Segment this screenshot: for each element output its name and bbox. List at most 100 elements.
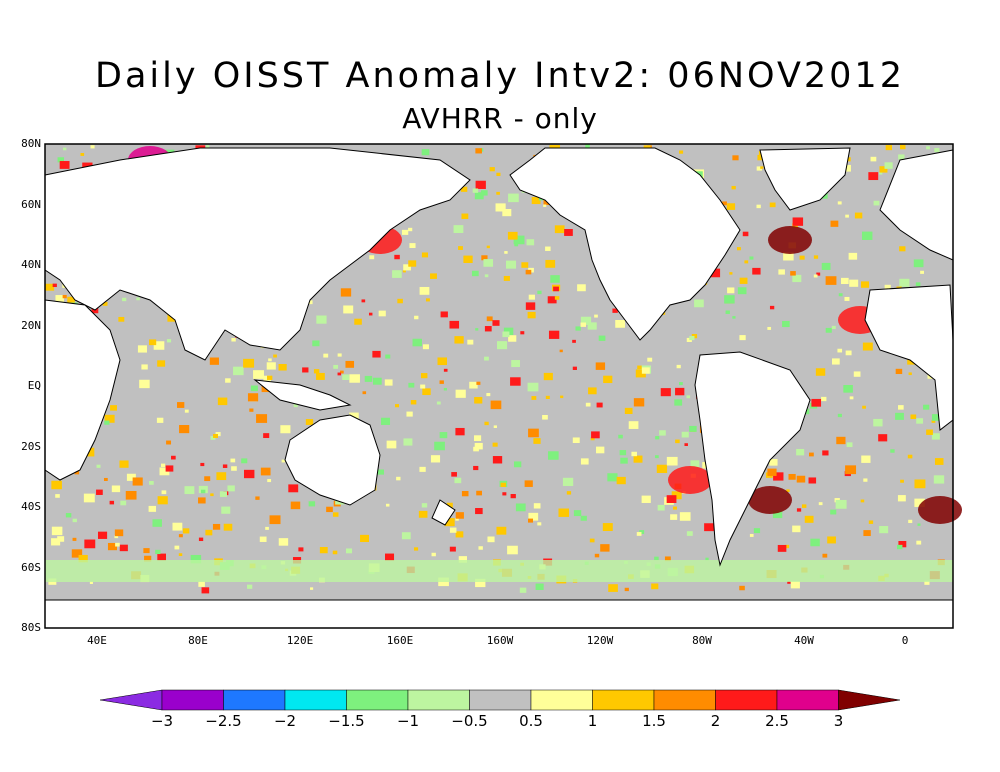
anomaly-cell bbox=[259, 536, 267, 542]
antarctica bbox=[44, 599, 954, 629]
anomaly-cell bbox=[96, 489, 103, 495]
anomaly-cell bbox=[587, 322, 597, 330]
anomaly-cell bbox=[686, 395, 691, 399]
anomaly-cell bbox=[573, 510, 582, 517]
anomaly-cell bbox=[171, 455, 176, 460]
anomaly-cell bbox=[598, 335, 606, 341]
anomaly-cell bbox=[57, 536, 65, 542]
anomaly-cell bbox=[524, 480, 533, 487]
anomaly-cell bbox=[502, 331, 510, 338]
anomaly-cell bbox=[664, 556, 671, 562]
anomaly-cell bbox=[52, 283, 57, 288]
anomaly-cell bbox=[790, 581, 800, 589]
anomaly-cell bbox=[385, 503, 390, 507]
anomaly-cell bbox=[231, 338, 236, 342]
colorbar-segment bbox=[530, 689, 593, 711]
anomaly-cell bbox=[620, 457, 628, 464]
anomaly-cell bbox=[769, 305, 775, 310]
anomaly-cell bbox=[624, 587, 629, 592]
anomaly-cell bbox=[739, 335, 746, 341]
anomaly-cell bbox=[210, 435, 216, 440]
anomaly-cell bbox=[349, 374, 360, 383]
anomaly-cell bbox=[689, 335, 695, 341]
anomaly-cell bbox=[790, 271, 796, 276]
colorbar-segment bbox=[653, 689, 716, 711]
anomaly-cell bbox=[316, 315, 327, 324]
anomaly-cell bbox=[884, 284, 891, 290]
anomaly-cell bbox=[899, 144, 906, 150]
anomaly-cell bbox=[439, 380, 444, 384]
anomaly-cell bbox=[788, 473, 796, 480]
anomaly-cell bbox=[931, 414, 941, 421]
anomaly-cell bbox=[340, 288, 352, 297]
anomaly-cell bbox=[896, 544, 903, 550]
anomaly-cell bbox=[879, 171, 883, 175]
anomaly-cell bbox=[178, 534, 183, 538]
anomaly-cell bbox=[443, 368, 448, 372]
anomaly-cell bbox=[137, 345, 147, 353]
anomaly-cell bbox=[831, 325, 836, 330]
anomaly-cell bbox=[838, 293, 843, 297]
anomaly-cell bbox=[104, 414, 115, 423]
anomaly-cell bbox=[403, 264, 411, 271]
anomaly-cell bbox=[531, 396, 537, 400]
anomaly-cell bbox=[102, 301, 108, 306]
anomaly-cell bbox=[884, 162, 893, 169]
anomaly-cell bbox=[915, 282, 921, 287]
anomaly-cell bbox=[666, 456, 678, 466]
anomaly-cell bbox=[368, 312, 373, 316]
lat-label: EQ bbox=[27, 379, 41, 392]
anomaly-cell bbox=[527, 311, 536, 319]
east-africa bbox=[44, 299, 121, 481]
anomaly-cell bbox=[816, 272, 821, 276]
anomaly-cell bbox=[760, 166, 764, 169]
anomaly-cell bbox=[385, 354, 391, 359]
anomaly-cell bbox=[545, 395, 550, 400]
anomaly-cell bbox=[165, 465, 174, 472]
africa bbox=[864, 284, 954, 431]
anomaly-cell bbox=[343, 305, 354, 314]
anomaly-cell bbox=[863, 478, 868, 482]
anomaly-cell bbox=[316, 372, 325, 380]
anomaly-cell bbox=[472, 188, 479, 193]
anomaly-cell bbox=[51, 538, 61, 546]
anomaly-cell bbox=[608, 584, 618, 592]
anomaly-cell bbox=[260, 467, 271, 476]
anomaly-cell bbox=[458, 556, 468, 563]
anomaly-cell bbox=[572, 366, 577, 370]
anomaly-cell bbox=[500, 482, 506, 487]
colorbar-tick-label: 3 bbox=[833, 712, 844, 730]
anomaly-cell bbox=[908, 372, 912, 376]
anomaly-cell bbox=[455, 389, 466, 398]
colorbar-tick-label: −3 bbox=[150, 712, 174, 730]
anomaly-cell bbox=[616, 476, 626, 485]
anomaly-cell bbox=[337, 353, 342, 357]
anomaly-cell bbox=[103, 477, 108, 481]
anomaly-cell bbox=[792, 274, 802, 283]
anomaly-cell bbox=[345, 360, 355, 368]
anomaly-cell bbox=[381, 417, 391, 425]
anomaly-cell bbox=[455, 427, 465, 436]
anomaly-cell bbox=[588, 387, 597, 395]
anomaly-cell bbox=[854, 212, 863, 219]
anomaly-cell bbox=[808, 477, 817, 484]
anomaly-cell bbox=[473, 465, 479, 471]
anomaly-cell bbox=[739, 277, 748, 284]
anomaly-cell bbox=[666, 495, 677, 503]
anomaly-cell bbox=[845, 465, 857, 475]
anomaly-cell bbox=[822, 450, 829, 456]
anomaly-cell bbox=[810, 538, 820, 547]
anomaly-cell bbox=[125, 490, 137, 500]
anomaly-cell bbox=[825, 327, 832, 333]
anomaly-cell bbox=[156, 417, 164, 423]
anomaly-cell bbox=[895, 368, 903, 375]
anomaly-cell bbox=[749, 533, 754, 537]
anomaly-cell bbox=[931, 433, 940, 440]
colorbar-segment bbox=[223, 689, 286, 711]
anomaly-cell bbox=[507, 231, 518, 240]
anomaly-cell bbox=[861, 455, 871, 463]
anomaly-cell bbox=[249, 408, 254, 412]
anomaly-cell bbox=[528, 518, 534, 523]
anomaly-cell bbox=[213, 434, 218, 438]
